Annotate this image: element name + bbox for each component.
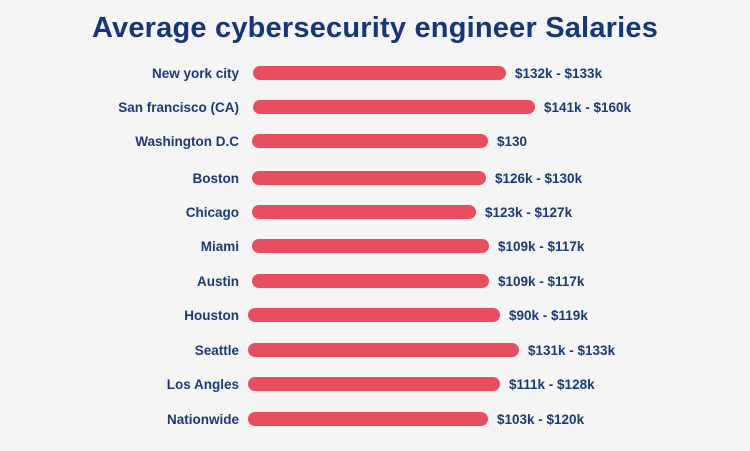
bar: [248, 343, 519, 357]
category-label: San francisco (CA): [118, 100, 239, 115]
chart-title: Average cybersecurity engineer Salaries: [91, 12, 659, 44]
value-label: $130: [497, 134, 527, 149]
category-label: Los Angles: [167, 377, 239, 392]
bar: [252, 171, 486, 185]
value-label: $109k - $117k: [498, 274, 585, 289]
bar: [248, 308, 500, 322]
bar: [252, 274, 489, 288]
bar: [253, 66, 506, 80]
bar: [252, 239, 489, 253]
value-label: $109k - $117k: [498, 239, 585, 254]
value-label: $90k - $119k: [509, 308, 588, 323]
category-label: Nationwide: [167, 412, 239, 427]
category-label: Houston: [184, 308, 239, 323]
category-label: Washington D.C: [135, 134, 239, 149]
value-label: $111k - $128k: [509, 377, 595, 392]
category-label: Miami: [201, 239, 239, 254]
value-label: $126k - $130k: [495, 171, 583, 186]
category-label: Chicago: [186, 205, 239, 220]
value-label: $103k - $120k: [497, 412, 585, 427]
value-label: $141k - $160k: [544, 100, 632, 115]
value-label: $123k - $127k: [485, 205, 573, 220]
category-label: New york city: [152, 66, 240, 81]
category-label: Boston: [193, 171, 240, 186]
bar: [253, 100, 535, 114]
bar: [252, 134, 488, 148]
category-label: Seattle: [195, 343, 240, 358]
bar: [248, 412, 488, 426]
value-label: $131k - $133k: [528, 343, 616, 358]
category-label: Austin: [197, 274, 239, 289]
bar: [252, 205, 476, 219]
bar: [248, 377, 500, 391]
value-label: $132k - $133k: [515, 66, 603, 81]
